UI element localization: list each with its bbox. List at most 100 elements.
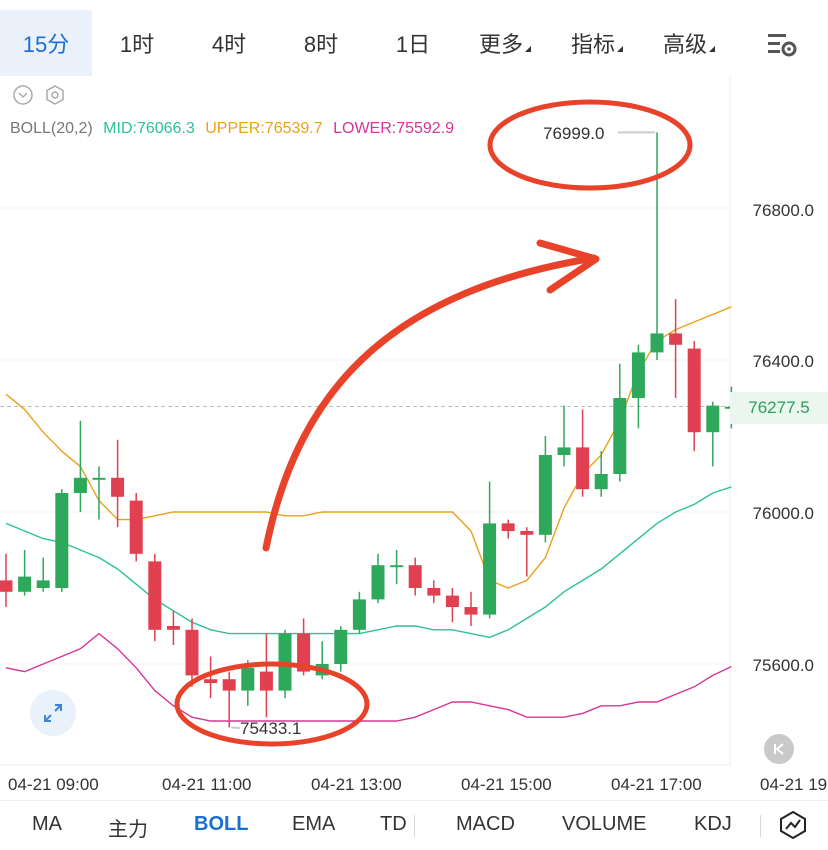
indicator-tab-ema[interactable]: EMA [292,813,336,835]
price-axis-label: 75600.0 [752,656,814,675]
candle [129,493,143,562]
candle [631,344,645,429]
indicator-settings-icon[interactable] [44,84,66,106]
candle-body [259,671,273,691]
scroll-to-latest-button[interactable] [764,734,794,764]
indicator-tab-volume[interactable]: VOLUME [562,813,647,835]
boll-legend: BOLL(20,2) MID:76066.3 UPPER:76539.7 LOW… [10,120,460,138]
price-axis-label: 76800.0 [752,201,814,220]
fullscreen-button[interactable] [30,690,76,736]
candle [371,553,385,604]
chart-settings-icon[interactable] [766,30,798,58]
candle [408,557,422,596]
candle-body [427,588,441,596]
tab-label: 1日 [395,32,431,57]
indicator-tab-macd[interactable]: MACD [456,813,515,835]
boll-mid-line [5,486,732,639]
tab-interval-1h[interactable]: 1时 [100,10,174,76]
interval-toolbar: 15分 1时 4时 8时 1日 更多 指标 高级 [0,0,828,86]
time-axis-label: 04-21 19 [760,775,828,794]
tab-label: 15分 [22,32,70,57]
candle [520,527,534,577]
tab-divider [760,815,761,837]
high-price-marker: 76999.0 [543,124,605,143]
candle [241,660,255,706]
indicator-tab-boll[interactable]: BOLL [194,813,249,835]
time-axis-label: 04-21 15:00 [461,775,552,794]
candle-body [18,576,32,592]
indicator-tab-td[interactable]: TD [380,813,406,835]
tab-label: 高级 [662,32,707,57]
expand-icon [44,704,62,722]
low-annotation-circle [174,661,370,747]
indicator-tab-main-force[interactable]: 主力 [108,819,148,841]
candle [483,481,497,619]
candle [36,557,50,592]
boll-upper-line [5,306,732,589]
candle-body [594,474,608,490]
candle-body [185,629,199,676]
time-axis-label: 04-21 09:00 [8,775,99,794]
candle-body [445,595,459,607]
current-price-tag: 76277.5 [730,392,828,424]
boll-upper: UPPER:76539.7 [205,120,323,137]
candle-body [483,523,497,615]
candle [427,580,441,604]
tab-interval-15m[interactable]: 15分 [0,10,92,76]
drawing-tool-icon[interactable] [778,810,808,840]
candle [18,550,32,596]
tab-interval-4h[interactable]: 4时 [192,10,266,76]
candle-body [538,455,552,535]
candle-body [204,679,218,683]
candle [501,519,515,539]
candle-body [222,679,236,691]
tab-label: 8时 [303,32,339,57]
boll-name: BOLL(20,2) [10,120,93,137]
candle-body [613,398,627,474]
candle [148,553,162,642]
boll-lower-line [5,632,732,722]
time-axis-label: 04-21 11:00 [162,775,252,794]
low-price-marker: 75433.1 [240,719,302,738]
candle [390,550,404,585]
candle [594,451,608,497]
indicator-tab-ma[interactable]: MA [32,813,62,835]
price-axis-label: 76400.0 [752,352,814,371]
candle [111,439,125,528]
candlestick-chart[interactable] [0,0,828,800]
dropdown-triangle-icon [617,46,623,52]
candle [259,633,273,718]
collapse-toggle-icon[interactable] [12,84,34,106]
tab-interval-1d[interactable]: 1日 [376,10,450,76]
candle-body [687,348,701,433]
tab-label: 4时 [211,32,247,57]
candle-body [464,607,478,615]
candle-body [371,565,385,600]
tab-advanced-dropdown[interactable]: 高级 [652,10,726,76]
candle [445,588,459,623]
tab-more-dropdown[interactable]: 更多 [468,10,542,76]
tab-divider [414,815,415,837]
candle-body [129,500,143,554]
candle [222,671,236,728]
tab-interval-8h[interactable]: 8时 [284,10,358,76]
candle-body [0,580,13,592]
candle-body [148,561,162,630]
boll-mid: MID:76066.3 [103,120,195,137]
tab-label: 更多 [478,32,523,57]
dropdown-triangle-icon [525,46,531,52]
high-annotation-circle [487,99,693,191]
candle [650,132,664,360]
candle-body [92,477,106,480]
candle-body [706,405,720,433]
low-marker-leader [231,726,241,729]
indicator-tab-kdj[interactable]: KDJ [694,813,732,835]
tab-indicators-dropdown[interactable]: 指标 [560,10,634,76]
candle [55,489,69,592]
candle [92,466,106,520]
candle [706,401,720,467]
candle [166,610,180,645]
candle [352,591,366,634]
candle-body [166,626,180,630]
skip-to-end-icon [774,743,784,755]
